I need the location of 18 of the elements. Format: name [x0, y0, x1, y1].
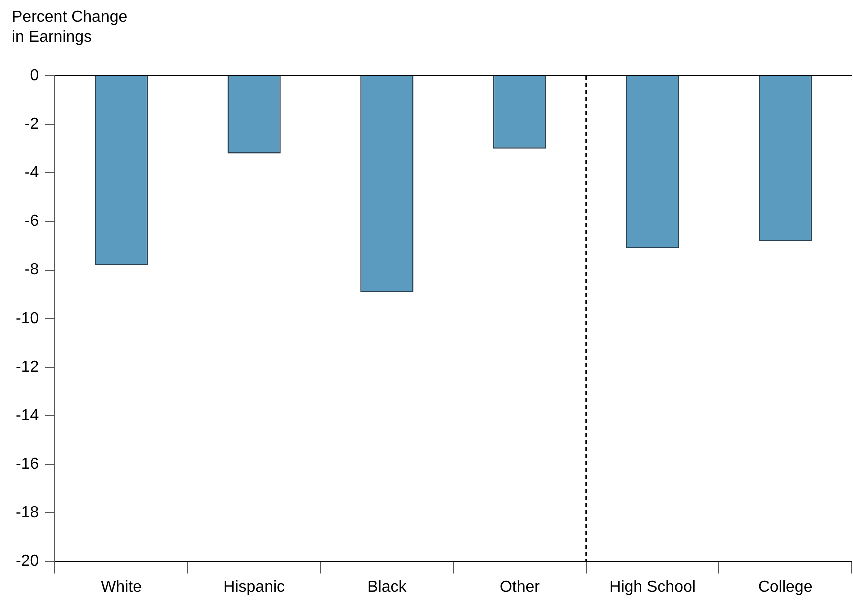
- y-tick-label: -6: [24, 213, 40, 230]
- y-tick-label: -2: [24, 116, 40, 133]
- x-tick-label: High School: [610, 578, 696, 596]
- y-tick-label: -4: [24, 164, 40, 182]
- y-axis-title: Percent Change in Earnings: [12, 8, 128, 48]
- y-tick-label: -8: [24, 262, 40, 279]
- x-tick-label: Black: [368, 578, 408, 596]
- y-tick-label: -16: [16, 456, 40, 474]
- y-tick-label: -10: [16, 310, 40, 328]
- x-tick-label: White: [101, 578, 142, 596]
- y-tick-label: -12: [16, 358, 40, 376]
- x-tick-label: College: [758, 578, 813, 596]
- y-tick-label: -14: [16, 407, 40, 424]
- x-tick-label: Other: [500, 578, 541, 596]
- y-tick-label: 0: [30, 67, 40, 84]
- y-tick-label: -20: [16, 553, 40, 570]
- y-tick-label: -18: [16, 504, 40, 522]
- x-tick-label: Hispanic: [224, 578, 286, 596]
